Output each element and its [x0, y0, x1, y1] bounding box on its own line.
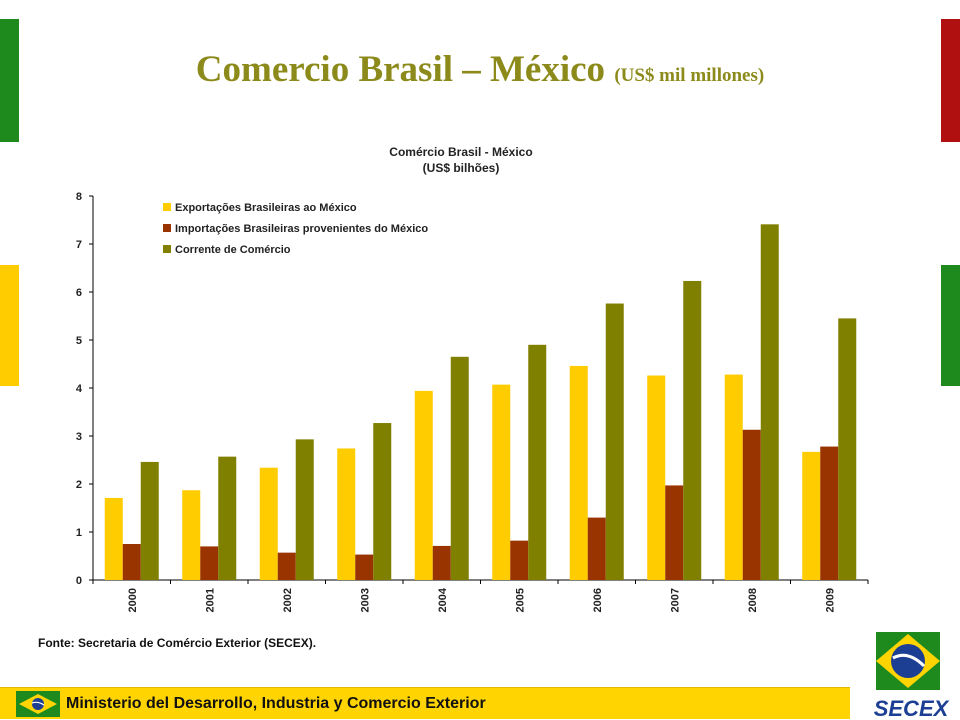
export-bar: [647, 375, 666, 580]
total-bar: [760, 224, 779, 580]
x-tick-label: 2002: [282, 588, 294, 612]
x-tick-label: 2006: [592, 588, 604, 612]
chart-title: Comércio Brasil - México: [389, 145, 532, 159]
import-bar: [510, 540, 529, 580]
source-note: Fonte: Secretaria de Comércio Exterior (…: [38, 636, 317, 650]
y-tick-label: 2: [76, 479, 82, 491]
import-bar: [432, 545, 451, 580]
import-bar: [277, 552, 296, 580]
chart-subtitle: (US$ bilhões): [423, 161, 500, 175]
export-bar: [259, 467, 278, 580]
legend-item-exports: Exportações Brasileiras ao México: [175, 202, 357, 214]
export-bar: [104, 497, 123, 580]
import-bar: [742, 429, 761, 580]
export-bar: [492, 384, 511, 580]
total-bar: [683, 280, 702, 580]
y-tick-label: 6: [76, 287, 82, 299]
legend-item-imports: Importações Brasileiras provenientes do …: [175, 223, 428, 235]
slide-title: Comercio Brasil – México (US$ mil millon…: [0, 48, 960, 91]
x-tick-label: 2004: [437, 587, 449, 612]
import-bar: [587, 517, 606, 580]
total-bar: [373, 423, 392, 580]
footer-bar: Ministerio del Desarrollo, Industria y C…: [0, 687, 850, 719]
import-bar: [355, 554, 374, 580]
chart-bars: [104, 224, 857, 580]
slide-title-main: Comercio Brasil – México: [195, 49, 606, 90]
total-bar: [838, 318, 857, 580]
export-bar: [182, 490, 201, 580]
legend-swatch: [163, 224, 171, 232]
legend-swatch: [163, 203, 171, 211]
export-bar: [724, 374, 743, 580]
export-bar: [569, 365, 588, 580]
right-red-bar: [941, 19, 960, 142]
import-bar: [820, 446, 839, 580]
x-tick-label: 2009: [824, 588, 836, 612]
import-bar: [122, 544, 141, 580]
y-tick-label: 0: [76, 575, 82, 587]
total-bar: [605, 303, 624, 580]
left-green-bar: [0, 19, 19, 142]
export-bar: [337, 448, 356, 580]
x-tick-label: 2007: [669, 588, 681, 612]
total-bar: [528, 344, 547, 580]
x-tick-label: 2001: [204, 588, 216, 612]
legend-item-total: Corrente de Comércio: [175, 244, 291, 256]
right-green-bar: [941, 265, 960, 386]
total-bar: [218, 456, 237, 580]
brazil-flag-icon: [16, 691, 60, 717]
import-bar: [200, 546, 219, 580]
total-bar: [295, 439, 314, 580]
y-tick-label: 7: [76, 239, 82, 251]
y-tick-label: 5: [76, 335, 82, 347]
x-tick-label: 2008: [747, 588, 759, 612]
bar-chart: Comércio Brasil - México (US$ bilhões) 0…: [76, 145, 869, 612]
secex-logo: SECEX: [874, 632, 950, 720]
total-bar: [450, 356, 469, 580]
import-bar: [665, 485, 684, 580]
chart-legend: Exportações Brasileiras ao México Importa…: [163, 202, 428, 256]
x-tick-label: 2000: [127, 588, 139, 612]
y-tick-label: 1: [76, 527, 82, 539]
export-bar: [802, 451, 821, 580]
total-bar: [140, 461, 159, 580]
legend-swatch: [163, 245, 171, 253]
y-tick-label: 4: [76, 383, 83, 395]
y-tick-label: 3: [76, 431, 82, 443]
logo-text: SECEX: [874, 696, 950, 720]
slide-title-unit: (US$ mil millones): [614, 65, 765, 86]
y-tick-label: 8: [76, 191, 82, 203]
export-bar: [414, 390, 433, 580]
footer-text: Ministerio del Desarrollo, Industria y C…: [66, 695, 486, 712]
x-tick-label: 2005: [514, 588, 526, 612]
x-tick-label: 2003: [359, 588, 371, 612]
left-yellow-bar: [0, 265, 19, 386]
